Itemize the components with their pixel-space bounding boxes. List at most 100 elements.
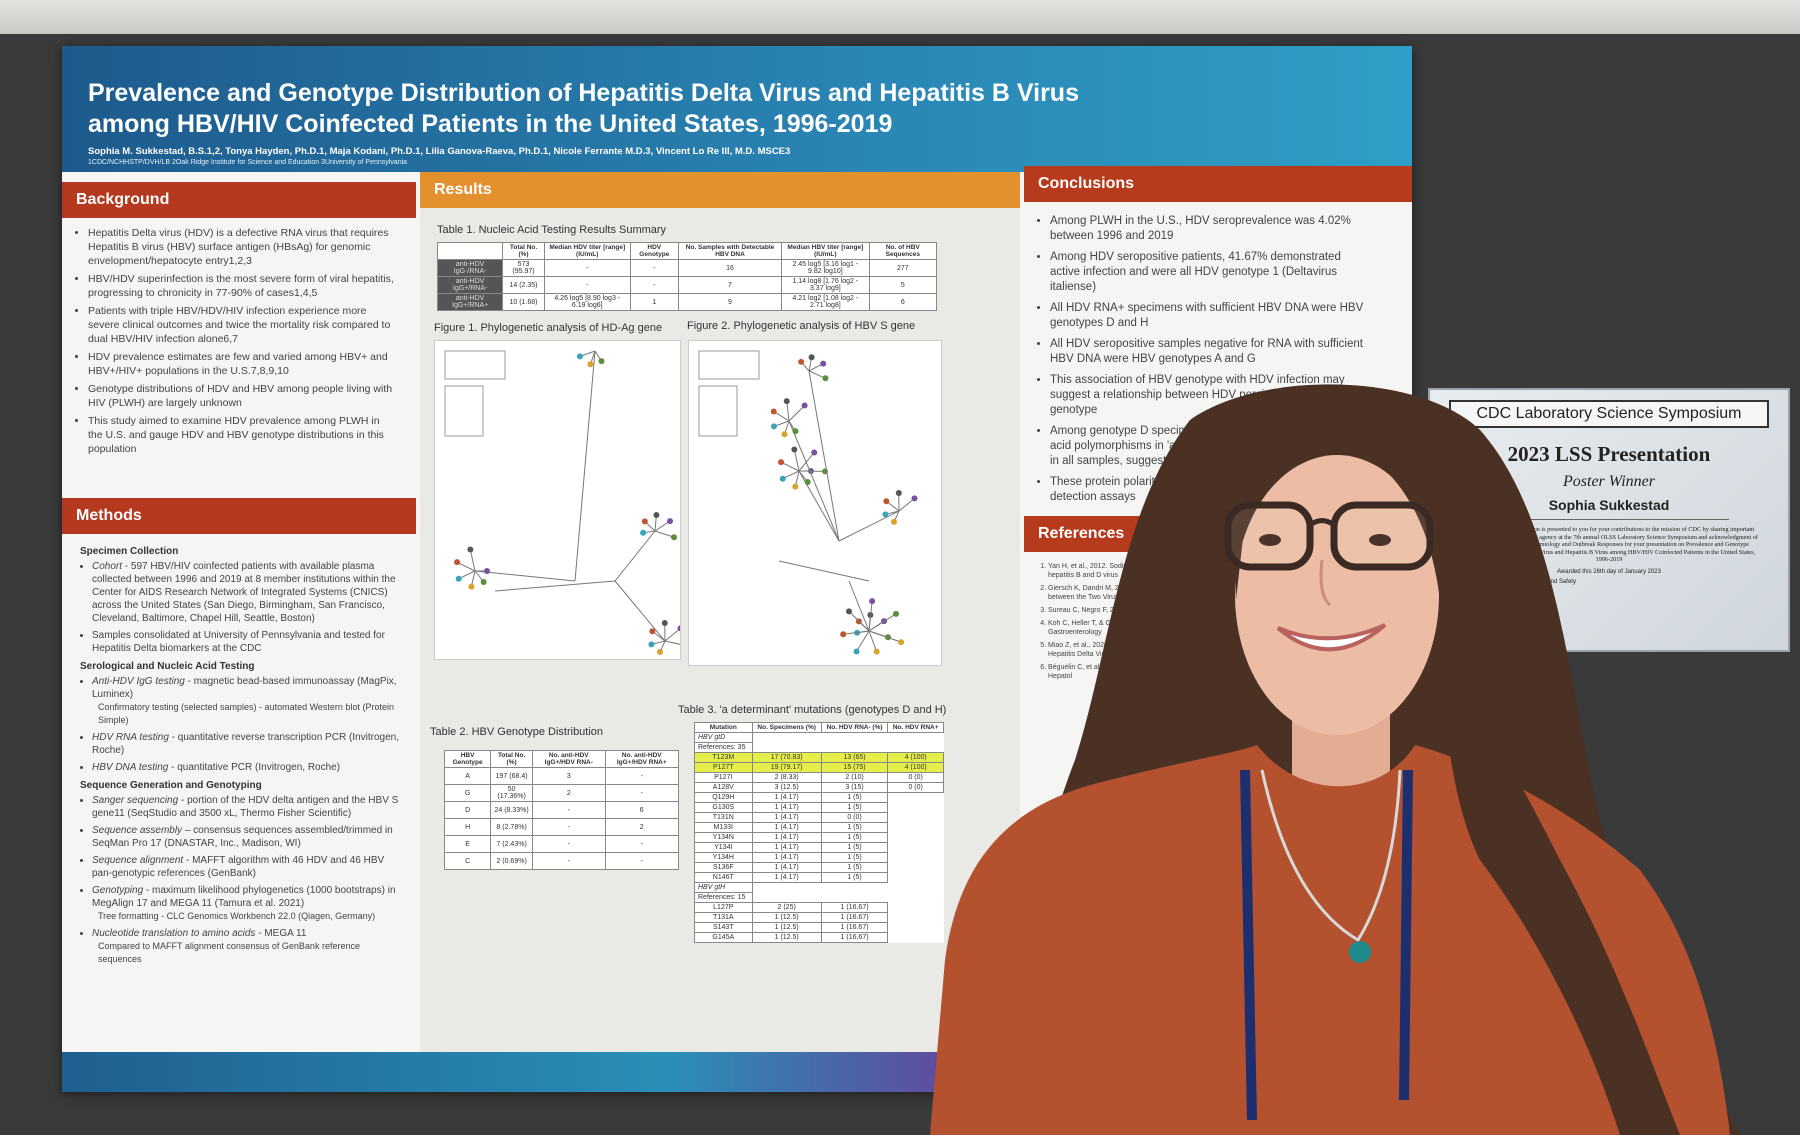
branch [574, 350, 596, 582]
branch [494, 580, 616, 592]
branch [778, 560, 870, 582]
branch [848, 611, 870, 632]
branch [848, 580, 870, 632]
certificate-awarded: Awarded this 26th day of January 2023 [1557, 568, 1661, 575]
table-row: G145A 1 (12.5) 1 (16.67) [694, 932, 944, 943]
leaf [467, 546, 474, 553]
table-title: Table 3. 'a determinant' mutations (geno… [678, 704, 947, 716]
methods-sub: Compared to MAFFT alignment consensus of… [98, 941, 360, 964]
table-cell: 2 (0.69%) [490, 852, 534, 870]
branch [786, 401, 790, 422]
leaf [667, 518, 674, 525]
methods-text: Samples consolidated at University of Pe… [92, 630, 385, 654]
branch [898, 497, 915, 512]
branch [469, 549, 476, 572]
legend-box [444, 385, 484, 437]
nose [1319, 559, 1332, 607]
leaf [783, 398, 790, 405]
bullet: This study aimed to examine HDV prevalen… [88, 414, 397, 456]
table-header-row: Total No. (%) Median HDV titer [range] (I… [436, 242, 938, 260]
methods-item: HBV DNA testing - quantitative PCR (Invi… [92, 761, 400, 774]
leaf [820, 360, 827, 367]
wall [0, 0, 1800, 34]
leaf [895, 490, 902, 497]
bullet: All HDV RNA+ specimens with sufficient H… [1050, 301, 1374, 331]
branch [838, 510, 900, 542]
leaf [661, 620, 668, 627]
bullet: Among PLWH in the U.S., HDV seroprevalen… [1050, 214, 1374, 244]
certificate-subtitle: Poster Winner [1563, 473, 1655, 490]
table-cell: 1 (4.17) [751, 872, 822, 883]
figure-caption: Figure 2. Phylogenetic analysis of HBV S… [687, 320, 916, 332]
face [1235, 455, 1439, 735]
table: Mutation No. Specimens (%) No. HDV RNA- (%… [694, 722, 944, 943]
table-cell: 4.26 log5 [8.90 log3 - 6.19 log6] [543, 293, 631, 311]
methods-text: - magnetic bead-based immunoassay (MagPi… [92, 676, 397, 700]
bullet: All HDV seropositive samples negative fo… [1050, 337, 1374, 367]
methods-subheading: Sequence Generation and Genotyping [80, 780, 262, 791]
poster-header [62, 46, 1412, 172]
bullet: Genotype distributions of HDV and HBV am… [88, 382, 397, 410]
background-text: Hepatitis Delta virus (HDV) is a defecti… [72, 226, 397, 460]
table-cell: 1 (12.5) [751, 932, 822, 943]
table-cell: 4.21 log2 [1.08 log2 - 2.71 log8] [781, 293, 870, 311]
certificate-body: This certificate of appreciation is pres… [1460, 526, 1758, 563]
certificate-name: Sophia Sukkestad [1489, 497, 1729, 520]
leaf [791, 446, 798, 453]
methods-lead: Cohort [92, 561, 123, 572]
methods-item: Sanger sequencing - portion of the HDV d… [92, 794, 400, 820]
leaf [853, 648, 860, 655]
table-row: D 24 (8.33%) -6 [443, 801, 680, 819]
bullet: Among HDV seropositive patients, 41.67% … [1050, 250, 1374, 295]
methods-text: - quantitative reverse transcription PCR… [92, 732, 399, 756]
branch [788, 420, 840, 542]
branch [798, 452, 815, 472]
leaf [598, 358, 605, 365]
leaf [770, 408, 777, 415]
eye [1369, 534, 1391, 546]
phylogenetic-tree [444, 350, 690, 655]
methods-lead: Genotyping [92, 885, 144, 896]
branch [868, 613, 897, 632]
branch [788, 405, 805, 422]
leaf [893, 610, 900, 617]
leaf [455, 575, 462, 582]
methods-text: - MAFFT algorithm with 46 HDV and 46 HBV… [92, 855, 385, 879]
branch [474, 570, 576, 582]
leaf [873, 648, 880, 655]
branch [808, 370, 840, 542]
poster-title: Prevalence and Genotype Distribution of … [88, 79, 1079, 138]
methods-text: - quantitative PCR (Invitrogen, Roche) [168, 762, 341, 773]
lanyard [1240, 769, 1413, 1121]
leaf [798, 358, 805, 365]
leaf [792, 483, 799, 490]
leaf [808, 354, 815, 361]
methods-lead: Sanger sequencing [92, 795, 179, 806]
leaf [801, 402, 808, 409]
methods-item: Anti-HDV IgG testing - magnetic bead-bas… [92, 675, 400, 727]
methods-text: - 597 HBV/HIV coinfected patients with a… [92, 561, 396, 624]
bullet: HDV prevalence estimates are few and var… [88, 350, 397, 378]
smile [1276, 623, 1387, 652]
table: HBV Genotype Total No. (%) No. anti-HDV Ig… [443, 750, 680, 870]
table-cell: - [604, 852, 680, 870]
figure [434, 340, 690, 660]
leaf [781, 431, 788, 438]
leaf [648, 641, 655, 648]
methods-text: - MEGA 11 [255, 928, 307, 939]
section-heading: Conclusions [1024, 166, 1412, 202]
legend-box [698, 385, 738, 437]
hair-front [1232, 420, 1445, 600]
section-heading: Results [420, 172, 1020, 208]
leaf [778, 459, 785, 466]
leaf [846, 608, 853, 615]
table-cell: 1 (16.67) [820, 932, 889, 943]
branch [654, 520, 671, 532]
methods-subheading: Specimen Collection [80, 546, 179, 557]
leaf [822, 375, 829, 382]
header-cell: No. HDV RNA+ [887, 722, 944, 733]
branch [793, 449, 800, 472]
bullet: HBV/HDV superinfection is the most sever… [88, 272, 397, 300]
poster-affiliations: 1CDC/NCHHSTP/DVH/LB 2Oak Ridge Institute… [88, 159, 408, 166]
